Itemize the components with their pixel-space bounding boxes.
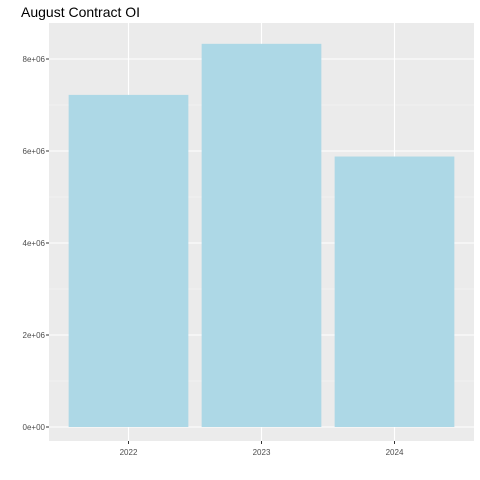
y-axis: 0e+00 2e+06 4e+06 6e+06 8e+06 [23,55,49,432]
x-tick-label: 2022 [120,448,138,457]
y-tick-label: 6e+06 [23,147,46,156]
bar-2024 [334,156,455,427]
chart-title: August Contract OI [21,4,140,20]
bar-2023 [201,43,322,427]
y-tick-label: 8e+06 [23,55,46,64]
y-tick-label: 0e+00 [23,423,46,432]
bar-2022 [68,94,189,427]
y-tick-label: 2e+06 [23,331,46,340]
x-axis: 2022 2023 2024 [120,441,404,457]
x-tick-label: 2024 [386,448,404,457]
y-tick-label: 4e+06 [23,239,46,248]
bars [68,43,455,427]
x-tick-label: 2023 [253,448,271,457]
